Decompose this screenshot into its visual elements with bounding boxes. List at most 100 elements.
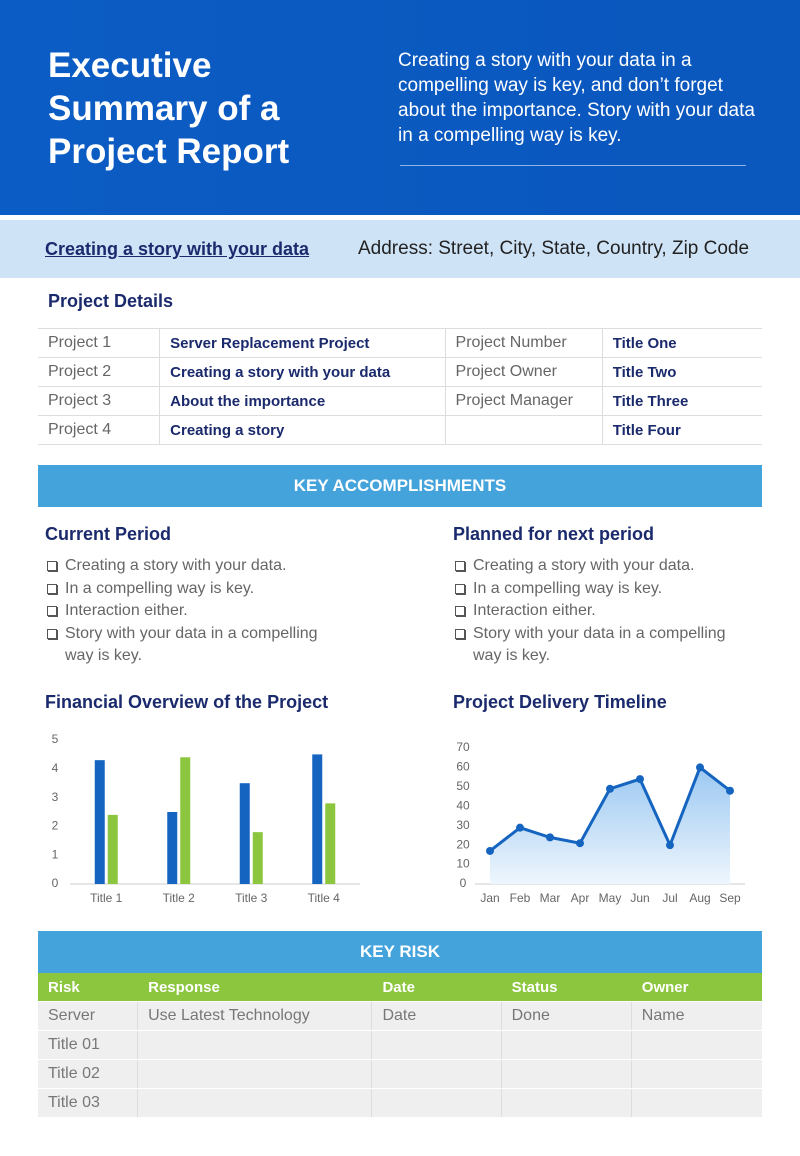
table-cell: Creating a story with your data: [159, 357, 446, 387]
table-cell: Title 03: [38, 1088, 138, 1118]
table-cell: [500, 1030, 632, 1060]
table-row: Title 03: [38, 1088, 762, 1118]
x-tick-label: Title 2: [163, 891, 196, 905]
section-bar: KEY RISK: [38, 931, 762, 973]
x-tick-label: Apr: [571, 891, 590, 905]
point: [576, 839, 584, 848]
banner-link[interactable]: Creating a story with your data: [45, 239, 310, 259]
y-tick-label: 0: [460, 876, 467, 890]
header-cell: Response: [137, 973, 372, 1002]
table-cell: [371, 1030, 502, 1060]
x-tick-label: May: [599, 891, 622, 905]
x-tick-label: Aug: [689, 891, 710, 905]
x-tick-label: Title 3: [235, 891, 268, 905]
list-item: Interaction either.: [45, 600, 345, 623]
table-cell: Date: [371, 1001, 502, 1031]
y-tick-label: 5: [52, 732, 59, 746]
y-tick-label: 70: [456, 740, 470, 754]
chart-title: Project Delivery Timeline: [453, 692, 667, 712]
table-cell: Creating a story: [159, 415, 446, 445]
table-cell: Project 4: [38, 415, 160, 445]
table-cell: [500, 1088, 632, 1118]
banner: [0, 220, 800, 278]
x-tick-label: Mar: [540, 891, 561, 905]
header: [0, 0, 800, 215]
table-cell: [630, 1088, 762, 1118]
column-title: Planned for next period: [453, 524, 655, 544]
x-tick-label: Jul: [662, 891, 677, 905]
table-cell: Server Replacement Project: [159, 328, 446, 358]
section-title: Project Details: [48, 291, 174, 311]
table-cell: Use Latest Technology: [137, 1001, 372, 1031]
point: [636, 775, 644, 784]
table-row: Project 3 About the importance Project Man…: [38, 386, 762, 416]
point: [516, 823, 524, 832]
table-cell: [137, 1088, 372, 1118]
table-row: Project 1 Server Replacement Project Proje…: [38, 328, 762, 358]
y-tick-label: 1: [52, 847, 59, 861]
x-tick-label: Sep: [719, 891, 741, 905]
chart-title: Financial Overview of the Project: [45, 692, 329, 712]
title: Executive Summary of a Project Report: [48, 46, 290, 171]
x-tick-label: Title 4: [308, 891, 341, 905]
point: [546, 833, 554, 842]
address: Address: Street, City, State, Country, Z…: [358, 238, 750, 259]
table-cell: Name: [630, 1001, 762, 1031]
table-header: Risk Response Date Status Owner: [38, 973, 762, 1002]
y-tick-label: 30: [456, 818, 470, 832]
point: [696, 763, 704, 772]
column-title: Current Period: [45, 524, 172, 544]
table-cell: [371, 1059, 502, 1089]
list-item: Story with your data in a compelling way…: [45, 623, 345, 668]
bar: [180, 757, 191, 884]
y-tick-label: 3: [52, 790, 59, 804]
table-cell: Project Number: [444, 328, 603, 358]
header-cell: Date: [371, 973, 502, 1002]
list-item: Creating a story with your data.: [45, 555, 345, 578]
divider: [400, 165, 746, 166]
y-tick-label: 40: [456, 798, 470, 812]
table-cell: About the importance: [159, 386, 446, 416]
table-cell: Title One: [601, 328, 762, 358]
table-cell: [500, 1059, 632, 1089]
table-cell: [630, 1059, 762, 1089]
list-item: In a compelling way is key.: [453, 578, 753, 601]
table-cell: Project Owner: [444, 357, 603, 387]
y-tick-label: 10: [456, 857, 470, 871]
point: [486, 846, 494, 855]
table-cell: Project 3: [38, 386, 160, 416]
table-cell: Project 2: [38, 357, 160, 387]
header-cell: Status: [500, 973, 632, 1002]
list: Creating a story with your data. In a com…: [453, 555, 753, 668]
table-row: Project 2 Creating a story with your data…: [38, 357, 762, 387]
x-tick-label: Jan: [480, 891, 499, 905]
point: [726, 786, 734, 795]
table-row: Title 02: [38, 1059, 762, 1089]
x-tick-label: Title 1: [90, 891, 123, 905]
list: Creating a story with your data. In a com…: [45, 555, 345, 668]
y-tick-label: 0: [52, 876, 59, 890]
table-row: Server Use Latest Technology Date Done Name: [38, 1001, 762, 1031]
list-item: In a compelling way is key.: [45, 578, 345, 601]
table-cell: Title Three: [601, 386, 762, 416]
table-row: Project 4 Creating a story Title Four: [38, 415, 762, 445]
table-cell: [137, 1059, 372, 1089]
point: [666, 841, 674, 850]
risk-table: Risk Response Date Status Owner Server Use Lat…: [38, 973, 762, 1118]
table-cell: [371, 1088, 502, 1118]
y-tick-label: 4: [52, 761, 59, 775]
y-tick-label: 50: [456, 779, 470, 793]
bar: [239, 783, 250, 884]
description: Creating a story with your data in a com…: [398, 50, 755, 146]
table-cell: Title 01: [38, 1030, 138, 1060]
table-cell: [444, 415, 603, 445]
table-cell: [137, 1030, 372, 1060]
table-cell: [630, 1030, 762, 1060]
bar: [94, 760, 105, 884]
point: [606, 784, 614, 793]
section-bar: KEY ACCOMPLISHMENTS: [38, 465, 762, 507]
bar: [167, 812, 178, 884]
y-tick-label: 20: [456, 837, 470, 851]
x-tick-label: Feb: [510, 891, 531, 905]
